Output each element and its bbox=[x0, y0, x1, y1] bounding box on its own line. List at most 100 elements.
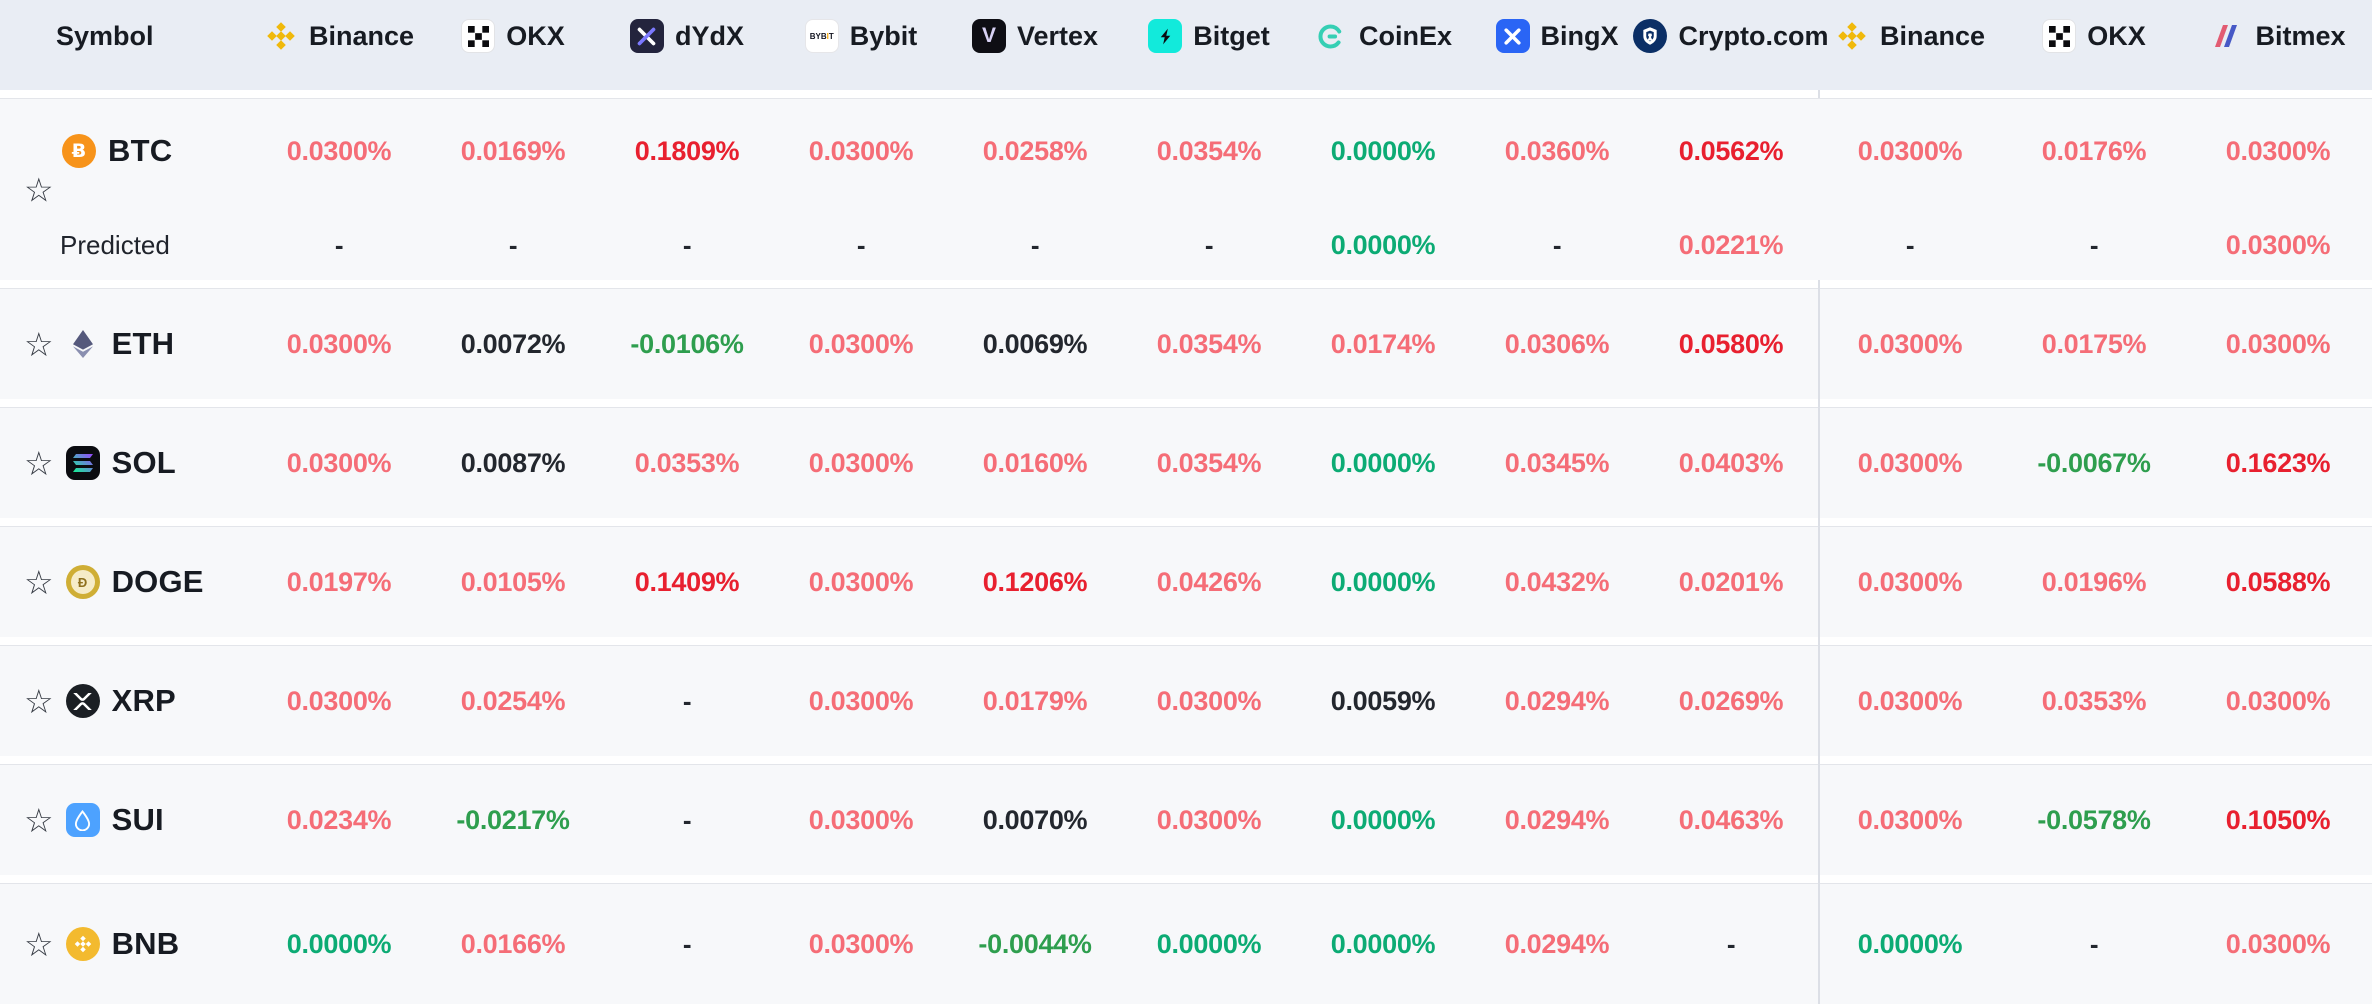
funding-rate-cell[interactable]: - bbox=[600, 765, 774, 875]
funding-rate-cell[interactable]: 0.0179% bbox=[948, 646, 1122, 756]
funding-rate-cell[interactable]: 0.0105% bbox=[426, 527, 600, 637]
funding-rate-cell[interactable]: 0.0360% bbox=[1470, 99, 1644, 203]
table-row[interactable]: ☆ XRP 0.0300% 0.0254% bbox=[0, 645, 2372, 756]
funding-rate-cell[interactable]: 0.0087% bbox=[426, 408, 600, 518]
predicted-rate-cell[interactable]: - bbox=[426, 209, 600, 281]
symbol-name[interactable]: ETH bbox=[111, 326, 175, 361]
funding-rate-cell[interactable]: -0.0067% bbox=[2002, 408, 2186, 518]
funding-rate-cell[interactable]: 0.0174% bbox=[1296, 289, 1470, 399]
column-header-exchange[interactable]: BYBIT Bybit bbox=[774, 19, 948, 53]
funding-rate-cell[interactable]: 0.0300% bbox=[252, 99, 426, 203]
table-row[interactable]: ☆ SOL 0.0300% 0.0087% bbox=[0, 407, 2372, 518]
funding-rate-cell[interactable]: 0.0197% bbox=[252, 527, 426, 637]
column-header-symbol[interactable]: Symbol bbox=[0, 21, 252, 52]
funding-rate-cell[interactable]: 0.1809% bbox=[600, 99, 774, 203]
predicted-rate-cell[interactable]: - bbox=[948, 209, 1122, 281]
funding-rate-cell[interactable]: 0.0300% bbox=[2186, 99, 2370, 203]
funding-rate-cell[interactable]: 0.1409% bbox=[600, 527, 774, 637]
funding-rate-cell[interactable]: 0.1050% bbox=[2186, 765, 2370, 875]
funding-rate-cell[interactable]: 0.0300% bbox=[1818, 527, 2002, 637]
funding-rate-cell[interactable]: 0.0562% bbox=[1644, 99, 1818, 203]
table-row[interactable]: ☆ ETH 0.0300% 0.0072% bbox=[0, 288, 2372, 399]
funding-rate-cell[interactable]: 0.0432% bbox=[1470, 527, 1644, 637]
funding-rate-cell[interactable]: 0.1623% bbox=[2186, 408, 2370, 518]
column-header-exchange[interactable]: V Vertex bbox=[948, 19, 1122, 53]
funding-rate-cell[interactable]: 0.0353% bbox=[600, 408, 774, 518]
funding-rate-cell[interactable]: -0.0044% bbox=[948, 884, 1122, 1004]
favorite-star-icon[interactable]: ☆ bbox=[24, 924, 54, 964]
funding-rate-cell[interactable]: - bbox=[600, 884, 774, 1004]
funding-rate-cell[interactable]: 0.0300% bbox=[774, 527, 948, 637]
funding-rate-cell[interactable]: 0.0000% bbox=[1818, 884, 2002, 1004]
funding-rate-cell[interactable]: 0.0069% bbox=[948, 289, 1122, 399]
funding-rate-cell[interactable]: 0.0354% bbox=[1122, 408, 1296, 518]
predicted-rate-cell[interactable]: 0.0000% bbox=[1296, 209, 1470, 281]
funding-rate-cell[interactable]: 0.0354% bbox=[1122, 289, 1296, 399]
funding-rate-cell[interactable]: 0.0294% bbox=[1470, 884, 1644, 1004]
funding-rate-cell[interactable]: 0.0300% bbox=[1122, 765, 1296, 875]
favorite-star-icon[interactable]: ☆ bbox=[24, 324, 54, 364]
predicted-rate-cell[interactable]: 0.0221% bbox=[1644, 209, 1818, 281]
funding-rate-cell[interactable]: 0.0070% bbox=[948, 765, 1122, 875]
table-row[interactable]: ☆ BNB 0.0000% 0.0166% bbox=[0, 883, 2372, 1004]
column-header-exchange[interactable]: dYdX bbox=[600, 19, 774, 53]
predicted-rate-cell[interactable]: 0.0300% bbox=[2186, 209, 2370, 281]
column-header-exchange[interactable]: OKX bbox=[426, 19, 600, 53]
funding-rate-cell[interactable]: 0.0300% bbox=[774, 765, 948, 875]
predicted-rate-cell[interactable]: - bbox=[774, 209, 948, 281]
funding-rate-cell[interactable]: 0.0175% bbox=[2002, 289, 2186, 399]
table-row[interactable]: ☆ Ð DOGE 0.0197% 0.0105% bbox=[0, 526, 2372, 637]
funding-rate-cell[interactable]: 0.0300% bbox=[252, 289, 426, 399]
table-row-btc[interactable]: ☆ Ƀ BTC 0.0300% 0.0169% bbox=[0, 98, 2372, 280]
funding-rate-cell[interactable]: 0.0580% bbox=[1644, 289, 1818, 399]
funding-rate-cell[interactable]: 0.0000% bbox=[1296, 765, 1470, 875]
funding-rate-cell[interactable]: 0.0166% bbox=[426, 884, 600, 1004]
symbol-name[interactable]: DOGE bbox=[111, 564, 204, 599]
funding-rate-cell[interactable]: 0.0300% bbox=[252, 646, 426, 756]
funding-rate-cell[interactable]: 0.0300% bbox=[2186, 884, 2370, 1004]
symbol-name[interactable]: BNB bbox=[111, 926, 180, 961]
column-header-exchange[interactable]: Binance bbox=[1818, 19, 2002, 53]
funding-rate-cell[interactable]: 0.0353% bbox=[2002, 646, 2186, 756]
symbol-name[interactable]: SUI bbox=[111, 802, 164, 837]
funding-rate-cell[interactable]: - bbox=[600, 646, 774, 756]
funding-rate-cell[interactable]: 0.0306% bbox=[1470, 289, 1644, 399]
table-row[interactable]: ☆ SUI 0.0234% -0.0217% bbox=[0, 764, 2372, 875]
predicted-rate-cell[interactable]: - bbox=[600, 209, 774, 281]
funding-rate-cell[interactable]: 0.0300% bbox=[774, 289, 948, 399]
funding-rate-cell[interactable]: 0.0000% bbox=[1296, 884, 1470, 1004]
predicted-rate-cell[interactable]: - bbox=[2002, 209, 2186, 281]
predicted-rate-cell[interactable]: - bbox=[1470, 209, 1644, 281]
funding-rate-cell[interactable]: - bbox=[1644, 884, 1818, 1004]
funding-rate-cell[interactable]: 0.0000% bbox=[252, 884, 426, 1004]
funding-rate-cell[interactable]: 0.1206% bbox=[948, 527, 1122, 637]
funding-rate-cell[interactable]: 0.0300% bbox=[1818, 99, 2002, 203]
funding-rate-cell[interactable]: 0.0300% bbox=[1818, 289, 2002, 399]
funding-rate-cell[interactable]: 0.0426% bbox=[1122, 527, 1296, 637]
funding-rate-cell[interactable]: 0.0345% bbox=[1470, 408, 1644, 518]
funding-rate-cell[interactable]: 0.0258% bbox=[948, 99, 1122, 203]
funding-rate-cell[interactable]: 0.0234% bbox=[252, 765, 426, 875]
favorite-star-icon[interactable]: ☆ bbox=[24, 800, 54, 840]
funding-rate-cell[interactable]: 0.0300% bbox=[1818, 765, 2002, 875]
funding-rate-cell[interactable]: 0.0403% bbox=[1644, 408, 1818, 518]
column-header-exchange[interactable]: Bitmex bbox=[2186, 19, 2370, 53]
funding-rate-cell[interactable]: -0.0106% bbox=[600, 289, 774, 399]
funding-rate-cell[interactable]: 0.0000% bbox=[1122, 884, 1296, 1004]
funding-rate-cell[interactable]: 0.0176% bbox=[2002, 99, 2186, 203]
funding-rate-cell[interactable]: -0.0217% bbox=[426, 765, 600, 875]
column-header-exchange[interactable]: BingX bbox=[1470, 19, 1644, 53]
predicted-rate-cell[interactable]: - bbox=[1122, 209, 1296, 281]
funding-rate-cell[interactable]: 0.0294% bbox=[1470, 646, 1644, 756]
funding-rate-cell[interactable]: 0.0300% bbox=[2186, 646, 2370, 756]
funding-rate-cell[interactable]: 0.0269% bbox=[1644, 646, 1818, 756]
favorite-star-icon[interactable]: ☆ bbox=[24, 681, 54, 721]
funding-rate-cell[interactable]: 0.0300% bbox=[1122, 646, 1296, 756]
funding-rate-cell[interactable]: 0.0300% bbox=[774, 408, 948, 518]
funding-rate-cell[interactable]: 0.0000% bbox=[1296, 527, 1470, 637]
symbol-name[interactable]: BTC bbox=[108, 133, 173, 168]
funding-rate-cell[interactable]: 0.0160% bbox=[948, 408, 1122, 518]
funding-rate-cell[interactable]: 0.0463% bbox=[1644, 765, 1818, 875]
funding-rate-cell[interactable]: 0.0072% bbox=[426, 289, 600, 399]
funding-rate-cell[interactable]: 0.0354% bbox=[1122, 99, 1296, 203]
